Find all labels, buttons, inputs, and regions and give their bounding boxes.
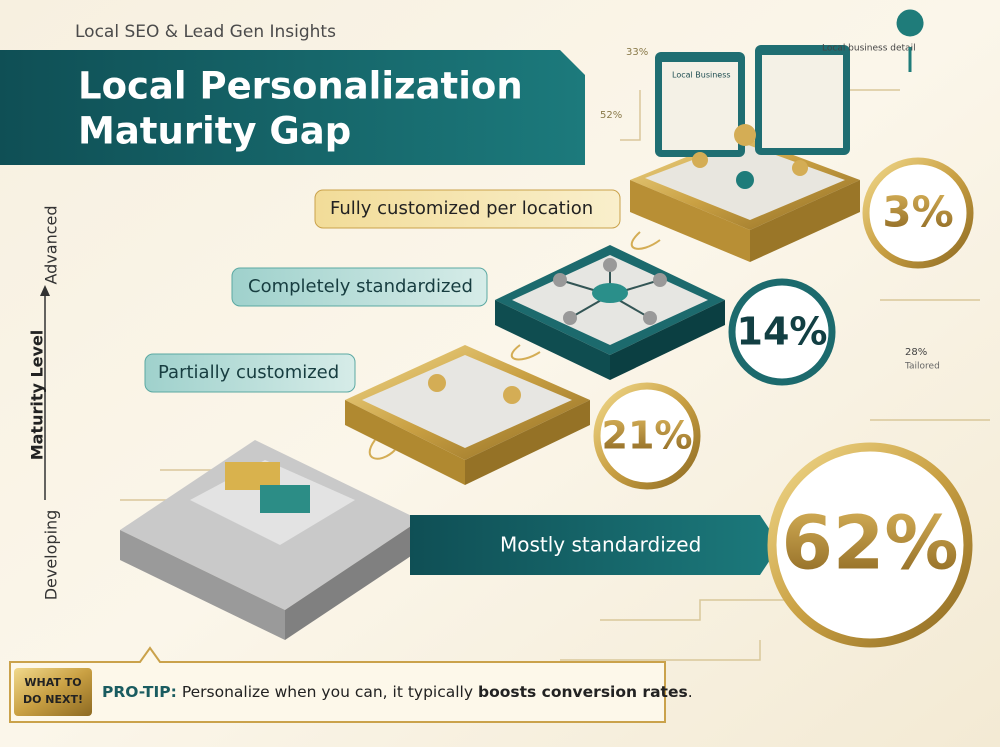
level-pill (231, 267, 488, 307)
annotation: 33% (626, 47, 648, 58)
value-badge: 14% (728, 278, 836, 386)
kicker: Local SEO & Lead Gen Insights (75, 22, 336, 42)
level-value: 14% (737, 310, 828, 354)
title-line: Maturity Gap (78, 110, 351, 153)
annotation: Tailored (904, 362, 940, 372)
platform-base (120, 440, 420, 640)
annotation: 28% (905, 347, 927, 358)
level-value: 21% (602, 414, 693, 458)
level-label: Partially customized (158, 362, 339, 383)
tip-emphasis: boosts conversion rates (478, 683, 688, 701)
tip-body: Personalize when you can, it typically (182, 683, 473, 701)
level-value: 3% (882, 188, 953, 237)
value-badge: 62% (767, 442, 973, 648)
level-band (410, 515, 780, 575)
title-banner (0, 50, 585, 165)
annotation: Local Business (672, 71, 731, 80)
tip-end: . (688, 683, 693, 701)
level-label: Mostly standardized (500, 533, 701, 557)
platform-top: Local Business (630, 45, 860, 262)
tip-badge-text: WHAT TO (24, 676, 81, 689)
axis-top: Advanced (42, 205, 61, 284)
value-badge: 21% (593, 382, 701, 490)
axis-arrow (40, 285, 50, 296)
platform-lower (345, 345, 590, 485)
level-label: Completely standardized (248, 276, 473, 297)
annotation: 52% (600, 110, 622, 121)
tip-badge-text: DO NEXT! (23, 693, 83, 706)
connectors (368, 231, 661, 460)
title-line: Local Personalization (78, 65, 523, 108)
level-label: Fully customized per location (330, 198, 593, 219)
tip-text: PRO-TIP: Personalize when you can, it typ… (102, 683, 693, 701)
annotation: Local business detail (822, 44, 916, 54)
level-pill (314, 189, 621, 229)
tip-badge (14, 668, 92, 716)
axis-label: Maturity Level (28, 330, 47, 461)
pin-icon (896, 9, 924, 72)
tip-lead: PRO-TIP: (102, 683, 177, 701)
tip-box (9, 646, 666, 723)
level-value: 62% (781, 501, 958, 587)
value-badge: 3% (862, 157, 974, 269)
platform-middle (495, 245, 725, 380)
axis-bottom: Developing (42, 510, 61, 601)
level-pill (144, 353, 356, 393)
